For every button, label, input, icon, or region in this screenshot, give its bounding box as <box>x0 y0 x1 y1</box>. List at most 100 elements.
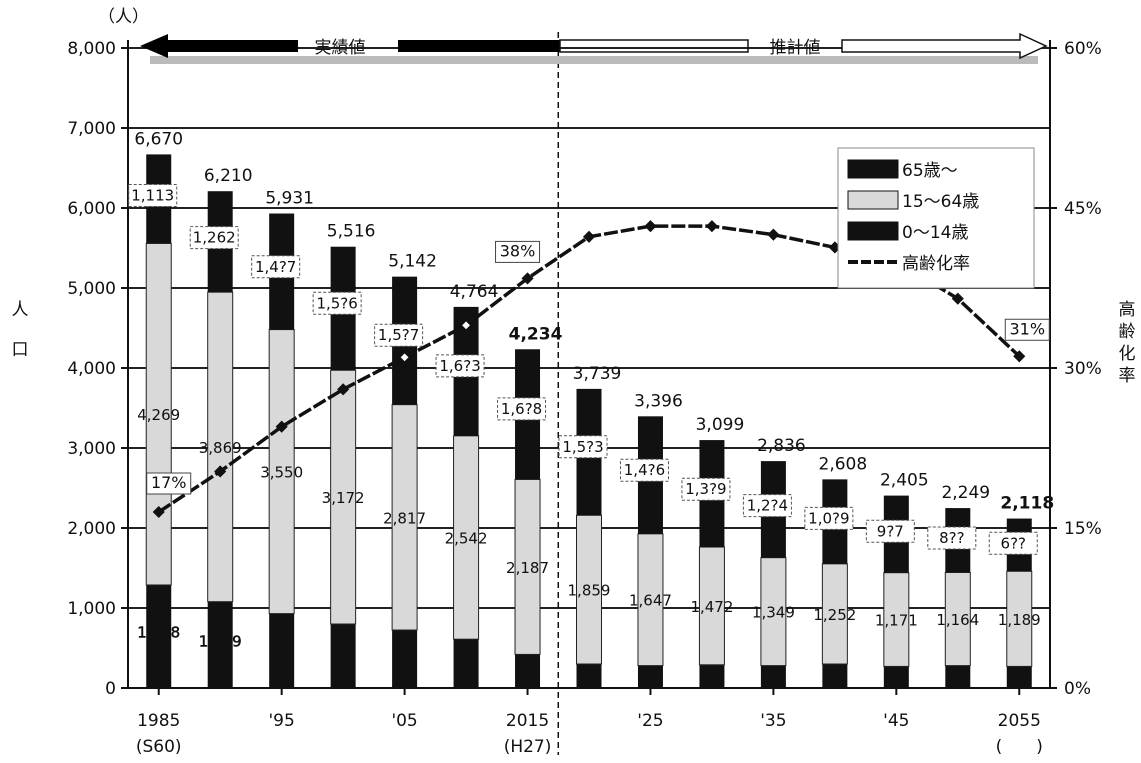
working-age-label: 1,349 <box>752 604 795 622</box>
total-label: 2,836 <box>757 436 806 456</box>
header-shade <box>560 56 1038 64</box>
elderly-label-box <box>927 526 977 550</box>
elderly-label: 6?? <box>1001 534 1026 552</box>
y2-axis-title-char: 率 <box>1119 366 1136 386</box>
y2-axis-title-char: 高 <box>1119 300 1136 320</box>
elderly-label-box <box>865 519 915 543</box>
elderly-label: 1,2?4 <box>747 497 788 515</box>
aging-rate-marker <box>275 420 288 433</box>
aging-rate-marker <box>582 230 596 243</box>
working-age-label: 3,172 <box>322 489 365 507</box>
elderly-label-box <box>189 226 239 250</box>
y-tick-label: 2,000 <box>67 519 116 539</box>
bar-segment <box>1006 666 1032 688</box>
elderly-label: 1,5?6 <box>316 294 357 312</box>
bar-segment <box>453 639 479 688</box>
projected-arrow-right <box>841 32 1048 60</box>
elderly-label-box <box>312 291 362 315</box>
elderly-label-box <box>374 323 424 347</box>
legend-label: 65歳～ <box>902 161 958 181</box>
y-tick-label: 8,000 <box>67 39 116 59</box>
total-label: 2,249 <box>941 483 990 503</box>
bars <box>145 154 1033 688</box>
elderly-label-box <box>804 506 854 530</box>
y2-axis-title-char: 化 <box>1119 344 1136 364</box>
working-age-label: 1,171 <box>875 612 918 630</box>
total-label: 5,516 <box>327 222 376 242</box>
total-label: 2,118 <box>1000 494 1054 514</box>
y2-axis-title-char: 齢 <box>1119 322 1136 342</box>
bar-segment <box>330 624 356 688</box>
bar-segment <box>207 601 233 688</box>
working-age-label: 1,647 <box>629 592 672 610</box>
aging-rate-marker <box>214 465 227 478</box>
period-header: 実績値 推計値 <box>140 32 1048 64</box>
actual-arrow-left <box>140 34 298 58</box>
total-label: 3,739 <box>573 364 622 384</box>
bar-segment <box>207 291 234 603</box>
working-age-label: 1,164 <box>936 611 979 629</box>
y-tick-label: 5,000 <box>67 279 116 299</box>
bar-segment <box>453 435 480 640</box>
x-tick-label: '35 <box>760 711 786 731</box>
segment-labels: 4,269 3,869 3,550 3,172 2,817 2,542 2,187 1,859… <box>128 183 1041 651</box>
total-label: 2,608 <box>819 454 868 474</box>
x-tick-sublabel: (S60) <box>136 737 182 757</box>
aging-rate-marker <box>152 505 165 519</box>
x-tick-label: '95 <box>269 711 295 731</box>
elderly-label-box <box>619 458 669 482</box>
pct-label-box <box>146 472 192 495</box>
x-tick-sublabel: (H27) <box>504 737 552 757</box>
y2-tick-label: 60% <box>1064 39 1102 59</box>
total-label: 6,670 <box>134 129 183 149</box>
y-unit-label: （人） <box>98 7 149 27</box>
total-label: 5,931 <box>265 189 314 209</box>
working-age-label: 4,269 <box>137 406 180 424</box>
bar-segment <box>269 613 295 688</box>
y-tick-label: 1,000 <box>67 599 116 619</box>
working-age-label: 1,472 <box>690 598 733 616</box>
elderly-label-box <box>128 183 178 207</box>
elderly-label: 1,4?7 <box>255 258 296 276</box>
total-label: 4,234 <box>509 324 563 344</box>
elderly-label-box <box>435 354 485 378</box>
projected-label: 推計値 <box>770 38 821 58</box>
y2-axis-title: 高齢化率 <box>1119 300 1136 386</box>
total-label: 6,210 <box>204 166 253 186</box>
working-age-label: 3,869 <box>199 439 242 457</box>
working-age-label: 2,817 <box>383 509 426 527</box>
aging-rate-marker <box>398 351 411 364</box>
total-label: 3,396 <box>634 391 683 411</box>
bar-segment <box>1006 570 1033 667</box>
working-age-label: 1,252 <box>813 606 856 624</box>
bar-segment <box>576 664 602 688</box>
elderly-label: 1,3?9 <box>685 480 726 498</box>
y-tick-label: 3,000 <box>67 439 116 459</box>
legend-swatch <box>847 190 899 210</box>
y2-tick-label: 0% <box>1064 679 1091 699</box>
working-age-label: 2,542 <box>445 530 488 548</box>
elderly-label: 9?7 <box>877 522 904 540</box>
bar-segment <box>821 563 848 665</box>
working-age-label: 1,859 <box>568 582 611 600</box>
working-age-label: 3,550 <box>260 464 303 482</box>
x-tick-label: 2055 <box>998 711 1041 731</box>
x-tick-label: 1985 <box>137 711 180 731</box>
total-label: 5,142 <box>388 252 437 272</box>
elderly-label-box <box>988 531 1038 555</box>
aging-rate-marker <box>521 272 534 285</box>
bar-segment <box>330 369 357 625</box>
elderly-label: 1,0?9 <box>808 509 849 527</box>
aging-rate-marker <box>460 319 473 332</box>
y-axis-title-char: 人 <box>12 300 29 320</box>
bar-segment <box>145 242 172 586</box>
projected-arrow-bar <box>559 39 749 53</box>
x-tick-label: 2015 <box>506 711 549 731</box>
elderly-label-box <box>681 477 731 501</box>
bar-segment <box>576 514 602 665</box>
pct-label: 38% <box>500 241 536 260</box>
pct-label-box <box>1004 318 1050 341</box>
bar-segment <box>391 404 418 631</box>
